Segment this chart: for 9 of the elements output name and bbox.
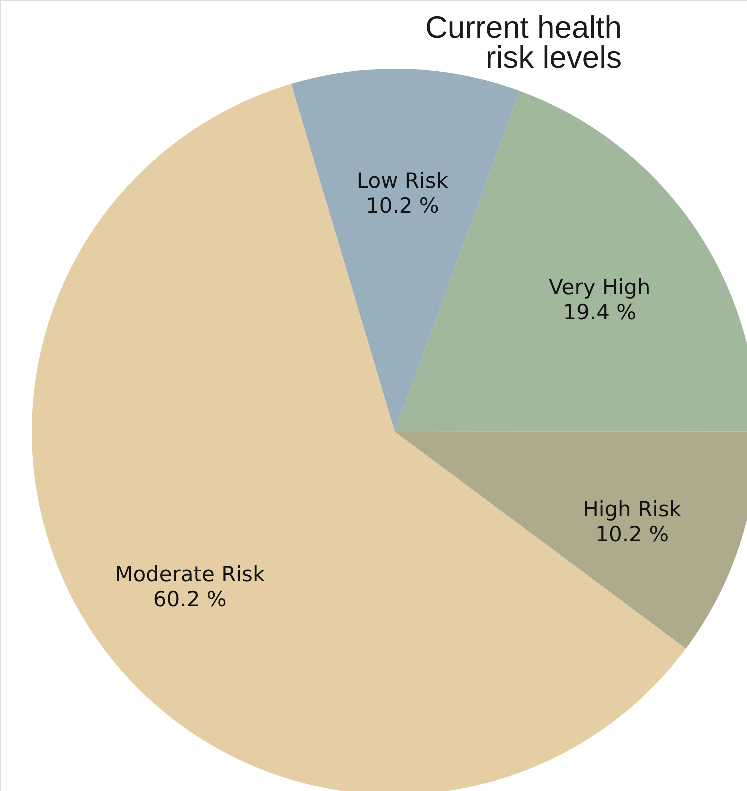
slice-label: Very High	[549, 276, 651, 300]
slice-label: Moderate Risk	[115, 562, 266, 586]
data-label: 60.2 %	[153, 587, 227, 612]
chart-title: Current health risk levels	[426, 10, 622, 75]
data-label: 10.2 %	[596, 522, 670, 547]
data-label: 10.2 %	[366, 194, 440, 218]
data-label: 19.4 %	[563, 300, 637, 325]
slice-label: High Risk	[583, 498, 682, 522]
slice-label: Low Risk	[356, 169, 450, 194]
